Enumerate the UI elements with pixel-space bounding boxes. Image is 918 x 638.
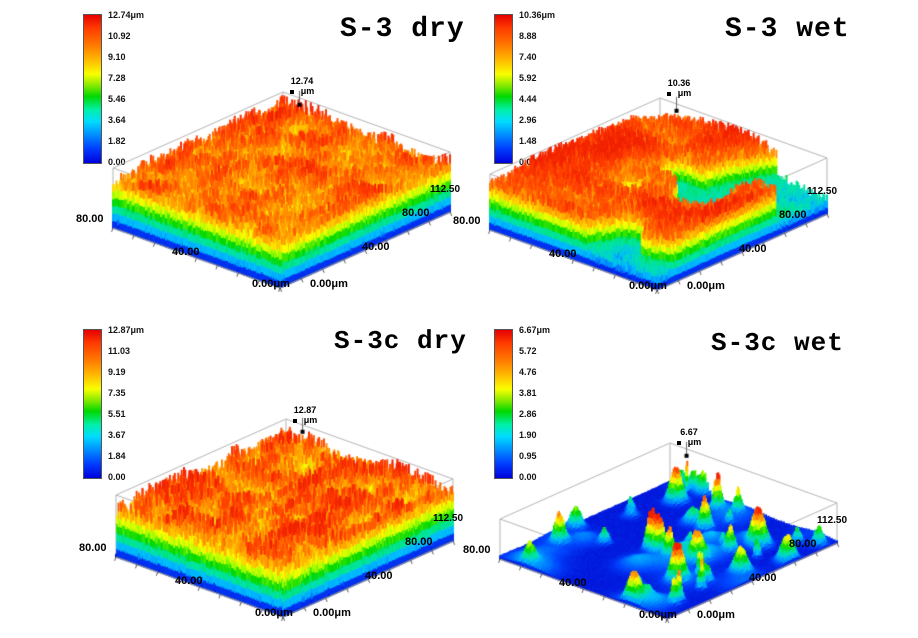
colorbar-tick-label: 9.19 [108, 367, 126, 377]
surface-3d-canvas [78, 389, 458, 638]
x-axis-tick-label: 0.00μm [313, 607, 351, 619]
panel-title: S-3 wet [725, 14, 850, 45]
surface-3d-canvas [452, 62, 832, 312]
x-axis-tick-label: 112.50 [433, 513, 464, 524]
x-axis-tick-label: 112.50 [430, 184, 461, 195]
y-axis-tick-label: 0.00μm [255, 607, 293, 619]
panel-s3-wet: 10.36μm 8.88 7.40 5.92 4.44 2.96 1.48 0.… [452, 0, 918, 319]
y-axis-tick-label: 80.00 [76, 213, 104, 225]
x-axis-tick-label: 40.00 [749, 572, 777, 584]
panel-title: S-3c wet [711, 328, 844, 358]
x-axis-tick-label: 80.00 [405, 536, 433, 548]
x-axis-tick-label: 40.00 [362, 241, 390, 253]
y-axis-tick-label: 40.00 [172, 246, 200, 258]
x-axis-tick-label: 80.00 [779, 209, 807, 221]
surface-3d-canvas [462, 391, 842, 638]
colorbar-tick-label: 10.92 [108, 31, 131, 41]
peak-marker-icon [676, 440, 681, 445]
peak-value: 12.74 [290, 76, 314, 86]
peak-value: 12.87 [293, 405, 317, 415]
y-axis-tick-label: 80.00 [79, 542, 107, 554]
peak-unit: μm [677, 88, 692, 98]
y-axis-tick-label: 40.00 [549, 248, 577, 260]
colorbar-tick-label: 5.72 [519, 346, 537, 356]
x-axis-tick-label: 0.00μm [310, 278, 348, 290]
peak-value: 6.67 [680, 427, 698, 437]
y-axis-tick-label: 0.00μm [629, 280, 667, 292]
panel-s3c-wet: 6.67μm 5.72 4.76 3.81 2.86 1.90 0.95 0.0… [459, 319, 918, 638]
colorbar-tick-label: 12.74μm [108, 10, 145, 20]
colorbar-tick-label: 4.76 [519, 367, 537, 377]
y-axis-tick-label: 0.00μm [252, 278, 290, 290]
colorbar-tick-label: 8.88 [519, 31, 537, 41]
y-axis-tick-label: 40.00 [559, 577, 587, 589]
peak-unit: μm [687, 437, 702, 447]
panel-title: S-3c dry [334, 326, 467, 356]
x-axis-tick-label: 0.00μm [697, 609, 735, 621]
panel-title: S-3 dry [340, 14, 465, 45]
x-axis-tick-label: 80.00 [402, 207, 430, 219]
x-axis-tick-label: 40.00 [365, 570, 393, 582]
surface-plot: 6.67 μm 80.00 40.00 0.00μm 0.00μm 40.00 … [387, 331, 848, 638]
y-axis-tick-label: 40.00 [175, 575, 203, 587]
peak-marker-icon [292, 418, 297, 423]
peak-annotation: 12.87 μm [275, 405, 335, 425]
colorbar-tick-label: 12.87μm [108, 325, 145, 335]
colorbar-tick-label: 7.40 [519, 52, 537, 62]
peak-annotation: 6.67 μm [659, 427, 719, 447]
peak-unit: μm [303, 415, 318, 425]
surface-plot: 12.87 μm 80.00 40.00 0.00μm 0.00μm 40.00… [3, 329, 464, 638]
surface-plot: 10.36 μm 80.00 40.00 0.00μm 0.00μm 40.00… [377, 2, 838, 321]
panel-s3c-dry: 12.87μm 11.03 9.19 7.35 5.51 3.67 1.84 0… [0, 319, 466, 638]
surface-plot: 12.74 μm 80.00 40.00 0.00μm 0.00μm 40.00… [0, 0, 461, 319]
colorbar-tick-label: 9.10 [108, 52, 126, 62]
x-axis-tick-label: 112.50 [807, 186, 838, 197]
y-axis-tick-label: 0.00μm [639, 609, 677, 621]
peak-marker-icon [289, 89, 294, 94]
panel-s3-dry: 12.74μm 10.92 9.10 7.28 5.46 3.64 1.82 0… [0, 0, 464, 319]
peak-value: 10.36 [667, 78, 691, 88]
surface-3d-canvas [75, 60, 455, 310]
y-axis-tick-label: 80.00 [463, 544, 491, 556]
colorbar-tick-label: 6.67μm [519, 325, 551, 335]
colorbar-tick-label: 11.03 [108, 346, 131, 356]
x-axis-tick-label: 80.00 [789, 538, 817, 550]
peak-annotation: 12.74 μm [272, 76, 332, 96]
colorbar-tick-label: 10.36μm [519, 10, 556, 20]
peak-annotation: 10.36 μm [649, 78, 709, 98]
x-axis-tick-label: 0.00μm [687, 280, 725, 292]
peak-unit: μm [300, 86, 315, 96]
x-axis-tick-label: 40.00 [739, 243, 767, 255]
peak-marker-icon [666, 91, 671, 96]
y-axis-tick-label: 80.00 [453, 215, 481, 227]
x-axis-tick-label: 112.50 [817, 515, 848, 526]
